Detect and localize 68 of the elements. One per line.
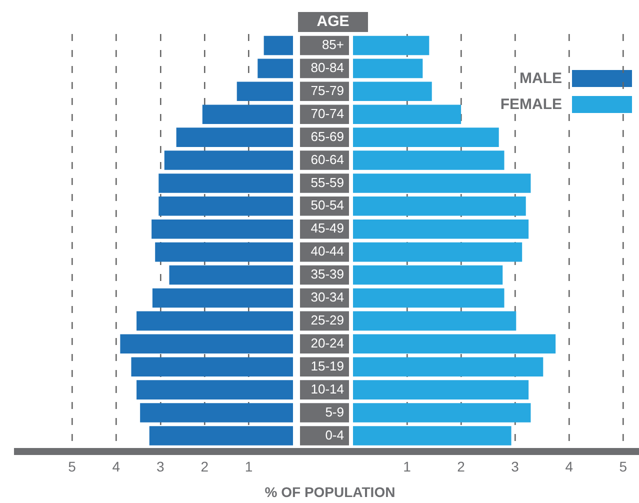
y-tick-label: 20-24 (310, 335, 344, 350)
y-tick-label: 40-44 (310, 244, 344, 259)
bar (353, 426, 512, 446)
y-tick-label: 60-64 (310, 152, 344, 167)
bar (353, 288, 504, 308)
bar (353, 174, 531, 193)
x-tick-label: 4 (565, 458, 574, 474)
x-tick-label: 5 (68, 458, 76, 474)
bar (158, 196, 293, 216)
y-tick-label: 50-54 (310, 198, 344, 213)
bar (120, 334, 293, 354)
y-tick-label: 85+ (322, 37, 344, 52)
y-tick-label: 30-34 (310, 290, 344, 305)
x-tick-label: 3 (511, 458, 520, 474)
bar (353, 380, 529, 400)
y-axis-title: AGE (298, 12, 368, 32)
x-axis-title: % OF POPULATION (264, 484, 396, 500)
bar (353, 357, 544, 376)
y-tick-label: 65-69 (310, 128, 344, 144)
x-tick-label: 5 (619, 458, 628, 474)
y-tick-label: 5-9 (325, 404, 344, 420)
bar (136, 380, 293, 400)
legend-label: FEMALE (500, 96, 562, 113)
y-tick-label: 35-39 (310, 266, 344, 282)
y-tick-label: 75-79 (310, 82, 344, 98)
bar (140, 403, 293, 422)
y-tick-label: 80-84 (310, 60, 344, 76)
bar (176, 128, 293, 147)
bar (149, 426, 293, 446)
bar (353, 196, 526, 216)
bar (131, 357, 293, 376)
bar (353, 58, 423, 78)
bar (353, 82, 432, 102)
bar (202, 104, 293, 124)
y-tick-label: 70-74 (310, 106, 344, 121)
bar (158, 174, 293, 193)
y-tick-label: 45-49 (310, 220, 344, 236)
x-tick-label: 1 (244, 458, 253, 474)
legend-label: MALE (520, 70, 562, 87)
bar (264, 36, 293, 56)
y-tick-label: 25-29 (310, 312, 344, 328)
bar (353, 104, 462, 124)
bar (164, 150, 293, 170)
bar (353, 150, 504, 170)
bar (353, 311, 516, 331)
bar (353, 403, 531, 422)
bar (353, 334, 556, 354)
bar (155, 242, 293, 262)
bar (152, 219, 293, 239)
bar (353, 219, 529, 239)
bar (136, 311, 293, 331)
y-tick-label: 55-59 (310, 174, 344, 190)
bar (353, 128, 499, 147)
y-tick-label: 10-14 (310, 381, 344, 396)
x-tick-label: 1 (403, 458, 412, 474)
bar (152, 288, 293, 308)
x-tick-label: 3 (156, 458, 164, 474)
bar (258, 58, 293, 78)
bar (353, 265, 503, 285)
bar (236, 82, 293, 102)
y-tick-label: 15-19 (310, 358, 344, 374)
bar (353, 242, 522, 262)
x-tick-label: 4 (112, 458, 120, 474)
y-tick-label: 0-4 (325, 427, 344, 442)
bar (353, 36, 430, 56)
x-tick-label: 2 (200, 458, 209, 474)
x-tick-label: 2 (457, 458, 466, 474)
bar (169, 265, 293, 285)
